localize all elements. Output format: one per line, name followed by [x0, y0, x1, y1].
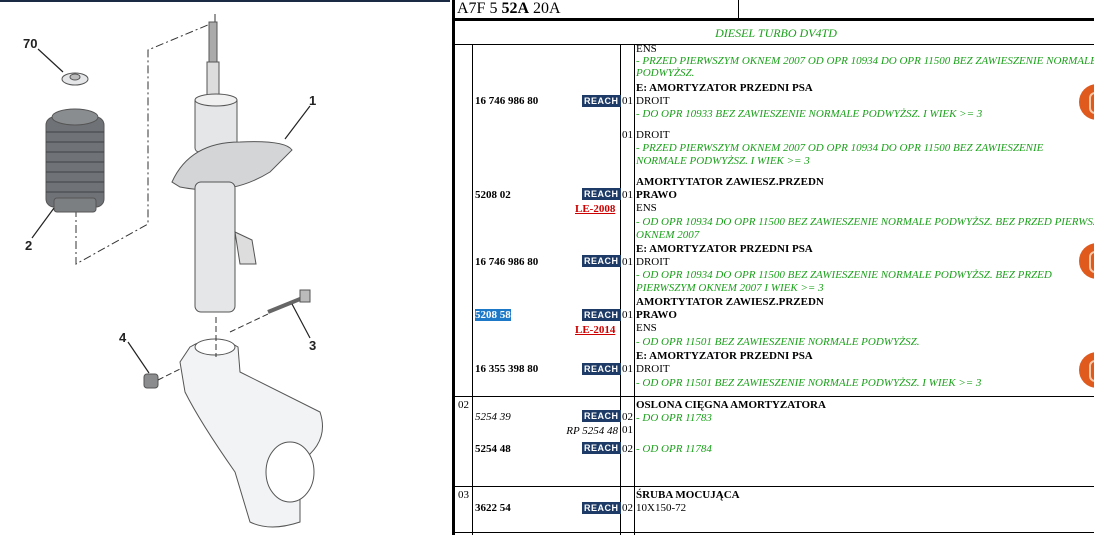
reach-badge[interactable]: REACH — [582, 442, 621, 454]
desc-line: - OD OPR 11501 BEZ ZAWIESZENIE NORMALE P… — [636, 336, 920, 348]
desc-line: - PRZED PIERWSZYM OKNEM 2007 OD OPR 1093… — [636, 142, 1044, 154]
exploded-parts-diagram: 70 1 2 3 4 — [0, 0, 450, 535]
part-number[interactable]: 5208 02 — [475, 189, 511, 201]
desc-line: - OD OPR 11784 — [636, 443, 712, 455]
desc-line: - DO OPR 11783 — [636, 412, 712, 424]
quantity: 01 — [622, 363, 633, 375]
desc-line: - PRZED PIERWSZYM OKNEM 2007 OD OPR 1093… — [636, 55, 1094, 67]
desc-line: DROIT — [636, 363, 670, 375]
part-number[interactable]: 5254 48 — [475, 443, 511, 455]
desc-line: PIERWSZYM OKNEM 2007 I WIEK >= 3 — [636, 282, 824, 294]
callout-4: 4 — [119, 330, 127, 345]
desc-line: AMORTYTATOR ZAWIESZ.PRZEDN — [636, 296, 824, 308]
callout-2: 2 — [25, 238, 32, 253]
quantity: 02 — [622, 411, 633, 423]
desc-line: E: AMORTYZATOR PRZEDNI PSA — [636, 82, 813, 94]
desc-line: DROIT — [636, 256, 670, 268]
quantity: 01 — [622, 309, 633, 321]
desc-line: PRAWO — [636, 189, 677, 201]
part-number[interactable]: 16 355 398 80 — [475, 363, 539, 375]
desc-line: ENS — [636, 43, 657, 55]
model-code: A7F 5 52A 20A — [457, 0, 561, 17]
item-number: 03 — [458, 489, 469, 501]
desc-line: ENS — [636, 322, 657, 334]
desc-line: DROIT — [636, 129, 670, 141]
parts-table: A7F 5 52A 20A DIESEL TURBO DV4TD ENS - P… — [452, 0, 1094, 535]
le-link[interactable]: LE-2008 — [575, 203, 616, 215]
quantity: 01 — [622, 256, 633, 268]
replacement-part[interactable]: RP 5254 48 — [566, 425, 618, 437]
engine-heading: DIESEL TURBO DV4TD — [715, 26, 837, 40]
quantity: 01 — [622, 95, 633, 107]
desc-line: - OD OPR 11501 BEZ ZAWIESZENIE NORMALE P… — [636, 377, 982, 389]
part-number[interactable]: 16 746 986 80 — [475, 256, 539, 268]
part-number[interactable]: 16 746 986 80 — [475, 95, 539, 107]
callout-3: 3 — [309, 338, 316, 353]
part-number[interactable]: 5254 39 — [475, 411, 511, 423]
desc-line: - OD OPR 10934 DO OPR 11500 BEZ ZAWIESZE… — [636, 216, 1094, 228]
quantity: 01 — [622, 189, 633, 201]
quantity: 02 — [622, 502, 633, 514]
desc-line: OSLONA CIĘGNA AMORTYZATORA — [636, 399, 826, 411]
reach-badge[interactable]: REACH — [582, 188, 621, 200]
desc-line: E: AMORTYZATOR PRZEDNI PSA — [636, 350, 813, 362]
desc-line: NORMALE PODWYŻSZ. I WIEK >= 3 — [636, 155, 810, 167]
reach-badge[interactable]: REACH — [582, 363, 621, 375]
psa-badge-icon[interactable] — [1079, 243, 1094, 279]
desc-line: - DO OPR 10933 BEZ ZAWIESZENIE NORMALE P… — [636, 108, 983, 120]
quantity: 02 — [622, 443, 633, 455]
quantity: 01 — [622, 424, 633, 436]
desc-line: ŚRUBA MOCUJĄCA — [636, 489, 740, 501]
desc-line: DROIT — [636, 95, 670, 107]
desc-line: PODWYŻSZ. — [636, 67, 695, 79]
desc-line: 10X150-72 — [636, 502, 687, 514]
desc-line: PRAWO — [636, 309, 677, 321]
reach-badge[interactable]: REACH — [582, 410, 621, 422]
part-number-selected[interactable]: 5208 58 — [475, 309, 511, 321]
callout-1: 1 — [309, 93, 316, 108]
quantity: 01 — [622, 129, 633, 141]
part-number[interactable]: 3622 54 — [475, 502, 511, 514]
le-link[interactable]: LE-2014 — [575, 324, 616, 336]
reach-badge[interactable]: REACH — [582, 255, 621, 267]
reach-badge[interactable]: REACH — [582, 502, 621, 514]
psa-badge-icon[interactable] — [1079, 84, 1094, 120]
desc-line: ENS — [636, 202, 657, 214]
desc-line: - OD OPR 10934 DO OPR 11500 BEZ ZAWIESZE… — [636, 269, 1052, 281]
desc-line: AMORTYTATOR ZAWIESZ.PRZEDN — [636, 176, 824, 188]
psa-badge-icon[interactable] — [1079, 352, 1094, 388]
desc-line: E: AMORTYZATOR PRZEDNI PSA — [636, 243, 813, 255]
item-number: 02 — [458, 399, 469, 411]
reach-badge[interactable]: REACH — [582, 95, 621, 107]
desc-line: OKNEM 2007 — [636, 229, 700, 241]
reach-badge[interactable]: REACH — [582, 309, 621, 321]
callout-70: 70 — [23, 36, 37, 51]
